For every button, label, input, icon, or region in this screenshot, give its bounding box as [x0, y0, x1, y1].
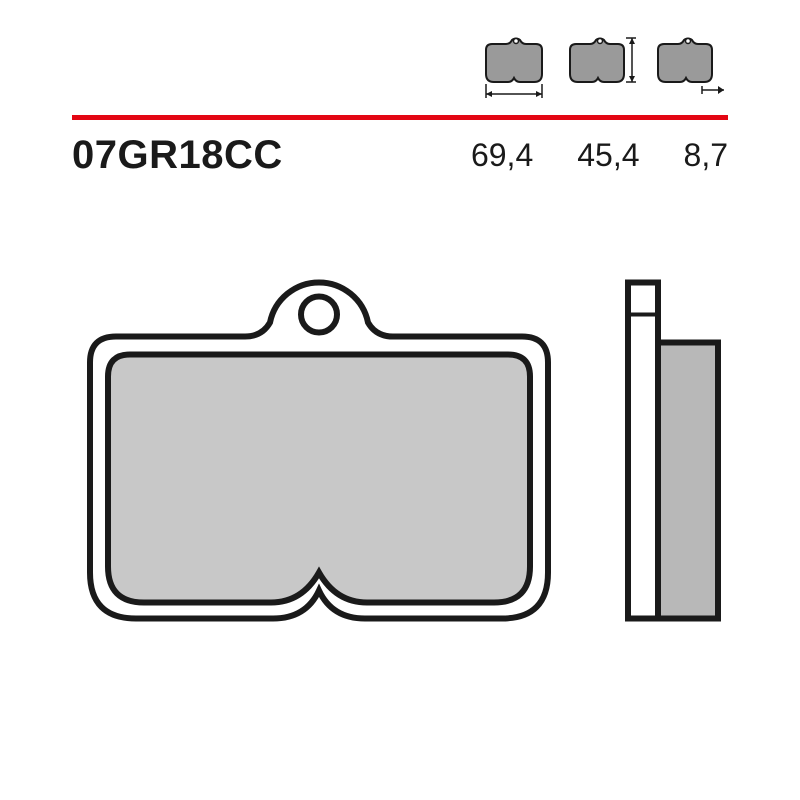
divider-line	[72, 115, 728, 120]
front-view	[90, 282, 548, 618]
spec-row: 07GR18CC 69,4 45,4 8,7	[72, 130, 728, 180]
technical-diagram	[70, 255, 740, 730]
height-dim-icon	[564, 36, 640, 106]
dim-height: 45,4	[577, 137, 639, 174]
part-number: 07GR18CC	[72, 133, 283, 178]
side-view	[628, 283, 718, 619]
dim-thickness: 8,7	[684, 137, 728, 174]
dimension-icons-row	[476, 36, 728, 106]
dimensions-group: 69,4 45,4 8,7	[471, 137, 728, 174]
thickness-dim-icon	[652, 36, 728, 106]
width-dim-icon	[476, 36, 552, 106]
dim-width: 69,4	[471, 137, 533, 174]
